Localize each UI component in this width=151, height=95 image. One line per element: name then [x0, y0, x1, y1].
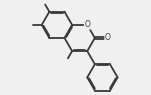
Text: O: O [105, 33, 111, 42]
Text: O: O [84, 20, 90, 29]
